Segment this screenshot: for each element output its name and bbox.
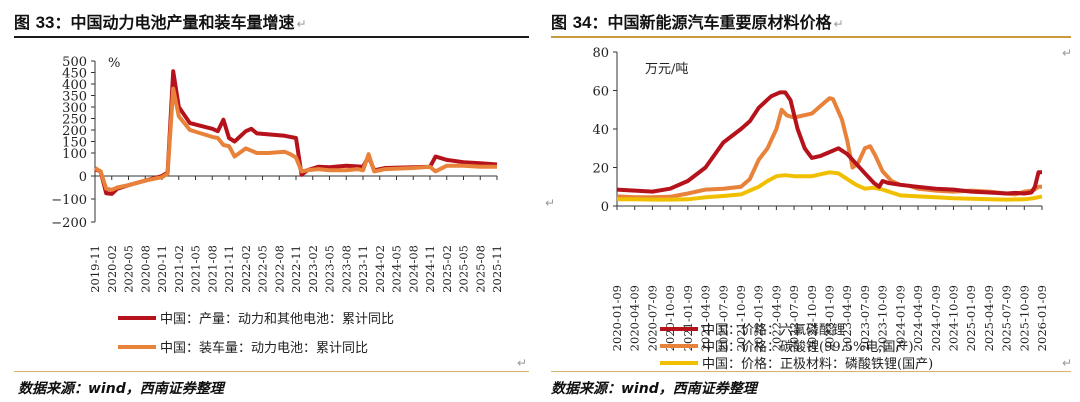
x-tick-label: 2024-02 [373,245,387,293]
x-tick-label: 2026-01-09 [1035,285,1049,351]
source-rule [551,371,1071,372]
x-tick-label: 2024-08 [406,245,420,293]
x-tick-label: 2022-08 [272,245,286,293]
legend-label: 中国：价格：碳酸锂(99.5%电,国产) [702,339,914,355]
title-prefix: 图 [14,13,36,32]
title-prefix: 图 [551,13,573,32]
legend-label: 中国：价格：正极材料：磷酸铁锂(国产) [702,356,933,370]
title-text: ：中国动力电池产量和装车量增速 [54,13,295,32]
y-tick-label: 40 [592,123,609,138]
y-tick-label: 350 [62,90,87,105]
x-tick-label: 2022-01-09 [752,285,766,351]
x-tick-label: 2020-11 [155,245,169,293]
x-tick-label: 2024-04-09 [911,285,925,351]
unit-label: 万元/吨 [645,62,688,77]
x-tick-label: 2022-10-09 [805,285,819,351]
chart-title-left: 图 33：中国动力电池产量和装车量增速 ↵ [14,13,307,32]
x-tick-label: 2024-10-09 [946,285,960,351]
figure-number: 33 [35,13,55,32]
paragraph-mark: ↵ [517,356,528,370]
x-tick-label: 2022-04-09 [769,285,783,351]
x-tick-label: 2023-05 [323,245,337,293]
source-note: 数据来源：wind，西南证券整理 [18,381,224,397]
chart-title-right: 图 34：中国新能源汽车重要原材料价格 ↵ [551,13,844,32]
x-tick-label: 2023-07-09 [858,285,872,351]
y-tick-label: 400 [62,78,87,93]
x-tick-label: 2023-11 [356,245,370,293]
y-tick-label: 250 [62,113,87,128]
x-tick-label: 2025-02 [440,245,454,293]
x-tick-label: 2020-07-09 [645,285,659,351]
paragraph-mark: ↵ [1062,46,1073,60]
legend-label: 中国：价格：六氟磷酸锂 [702,322,845,338]
x-tick-label: 2021-08 [205,245,219,293]
x-tick-label: 2019-11 [88,245,102,293]
x-tick-label: 2025-11 [490,245,504,293]
x-tick-label: 2023-02 [306,245,320,293]
x-tick-label: 2024-01-09 [893,285,907,351]
x-tick-label: 2025-04-09 [982,285,996,351]
y-tick-label: −200 [51,216,87,231]
unit-label: % [108,56,120,71]
x-tick-label: 2023-04-09 [840,285,854,351]
x-tick-label: 2021-11 [222,245,236,293]
x-tick-label: 2021-10-09 [734,285,748,351]
y-tick-label: 150 [62,136,87,151]
x-tick-label: 2025-07-09 [1000,285,1014,351]
x-tick-label: 2021-04-09 [699,285,713,351]
y-tick-label: 500 [62,55,87,70]
title-rule [14,36,529,38]
source-rule [14,371,529,372]
x-tick-label: 2025-08 [473,245,487,293]
y-tick-label: 450 [62,67,87,82]
x-tick-label: 2020-08 [138,245,152,293]
legend-label: 中国：产量：动力和其他电池：累计同比 [160,312,394,327]
source-note: 数据来源：wind，西南证券整理 [551,381,757,397]
x-tick-label: 2023-01-09 [823,285,837,351]
x-tick-label: 2023-10-09 [876,285,890,351]
series-line [616,90,1042,196]
x-tick-label: 2024-11 [423,245,437,293]
y-tick-label: 20 [592,162,609,177]
y-tick-label: 60 [592,85,609,100]
x-tick-label: 2021-05 [189,245,203,293]
x-tick-label: 2020-04-09 [628,285,642,351]
series-line [617,170,1043,202]
x-tick-label: 2020-02 [105,245,119,293]
y-tick-label: 300 [62,101,87,116]
x-tick-label: 2024-07-09 [929,285,943,351]
y-tick-label: 0 [601,200,609,215]
legend-label: 中国：装车量：动力电池：累计同比 [160,340,368,356]
x-tick-label: 2020-05 [122,245,136,293]
paragraph-mark: ↵ [545,196,556,210]
x-tick-label: 2022-05 [256,245,270,293]
x-tick-label: 2025-05 [457,245,471,293]
title-text: ：中国新能源汽车重要原材料价格 [591,13,832,32]
figure-number: 34 [572,13,592,32]
panel-left: 图 33：中国动力电池产量和装车量增速 ↵ −200 −100 0 100 150 200 2… [0,0,535,402]
panel-right: 图 34：中国新能源汽车重要原材料价格 ↵ ↵ ↵ 0 20 40 60 80 2020-0… [545,0,1080,402]
x-tick-label: 2025-10-09 [1017,285,1031,351]
x-tick-label: 2025-01-09 [964,285,978,351]
x-tick-label: 2021-01-09 [681,285,695,351]
x-tick-label: 2021-02 [172,245,186,293]
y-tick-label: 100 [62,147,87,162]
x-tick-label: 2021-07-09 [716,285,730,351]
y-tick-label: 0 [79,170,87,185]
x-tick-label: 2020-10-09 [663,285,677,351]
title-rule [551,36,1071,38]
x-tick-label: 2020-01-09 [610,285,624,351]
y-tick-label: −100 [51,193,87,208]
x-tick-label: 2022-07-09 [787,285,801,351]
x-tick-label: 2022-02 [239,245,253,293]
x-tick-label: 2023-08 [339,245,353,293]
x-tick-label: 2024-05 [390,245,404,293]
chart-right: 0 20 40 60 80 2020-01-09 2020-04-09 2020-07-09 2… [592,46,1049,370]
paragraph-mark: ↵ [1062,356,1073,370]
series-line [93,86,497,192]
y-tick-label: 80 [592,46,609,61]
x-tick-label: 2022-11 [289,245,303,293]
y-tick-label: 200 [62,124,87,139]
